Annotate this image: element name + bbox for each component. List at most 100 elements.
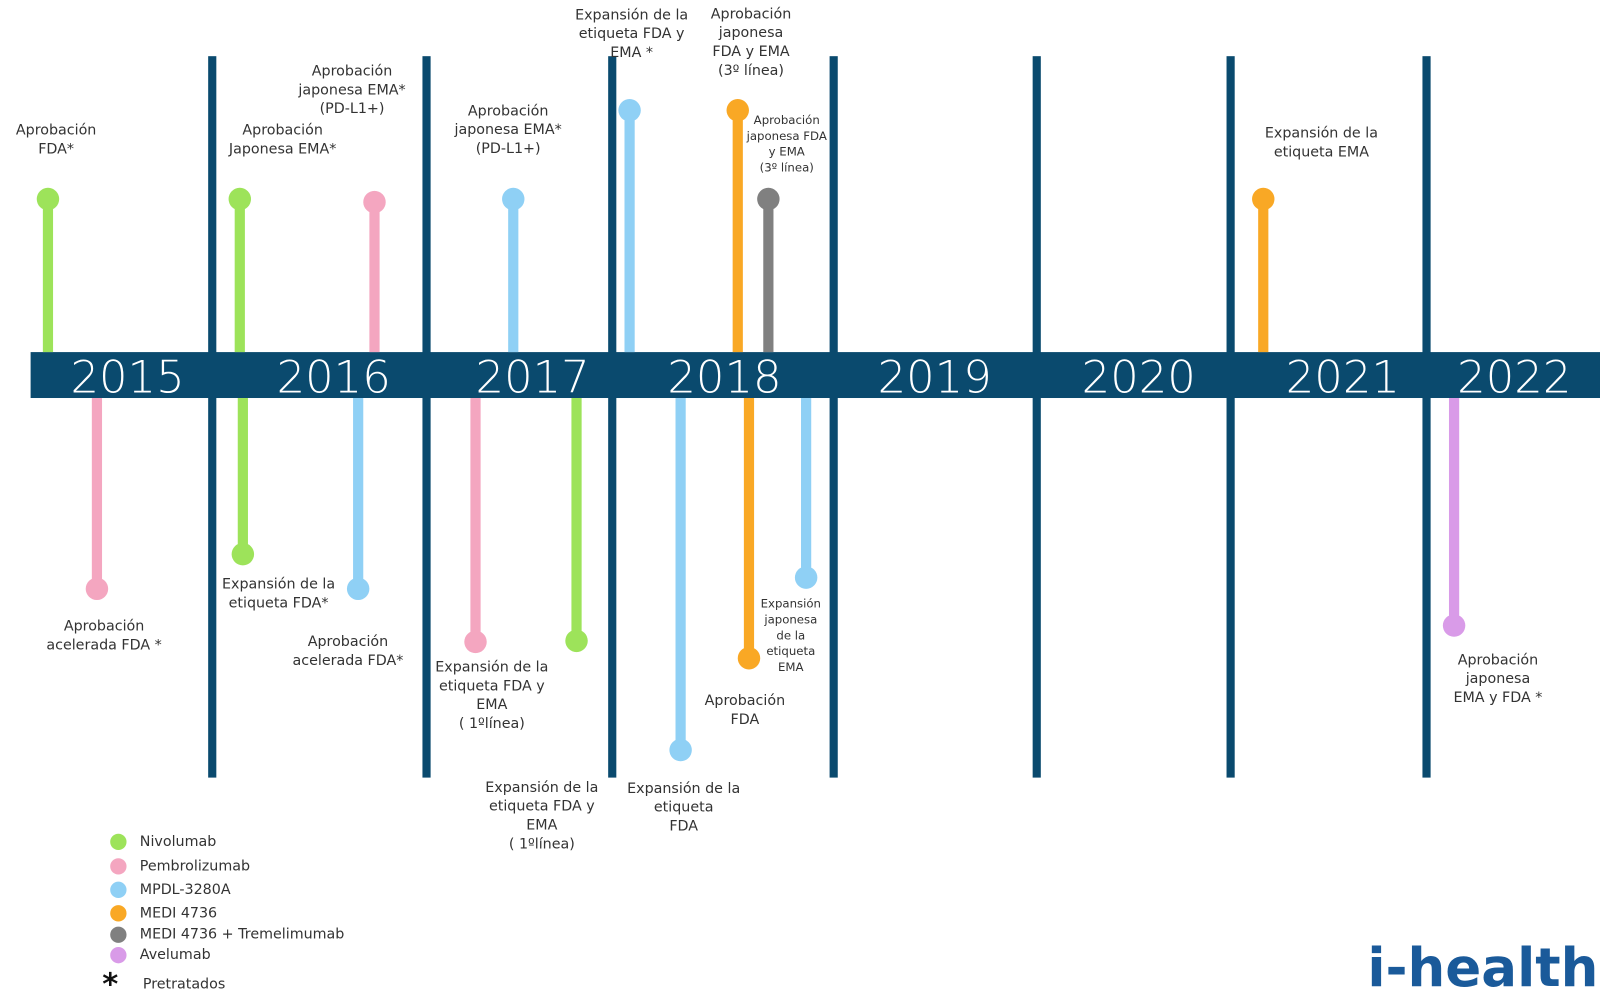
event-stem bbox=[763, 199, 774, 353]
event-label: Aprobación bbox=[312, 63, 392, 79]
event-label: Aprobación bbox=[468, 103, 548, 119]
event-stem bbox=[91, 398, 103, 589]
event-dot bbox=[228, 187, 252, 211]
legend-swatch bbox=[110, 881, 127, 899]
event-stem bbox=[508, 199, 519, 353]
event-label: etiqueta FDA y bbox=[489, 799, 595, 815]
event-label: y EMA bbox=[769, 145, 805, 159]
event-stem bbox=[369, 202, 380, 353]
event-label: FDA* bbox=[38, 142, 74, 158]
event-label: EMA bbox=[526, 818, 557, 834]
event-label: japonesa FDA bbox=[746, 129, 827, 143]
event-stem bbox=[237, 398, 248, 555]
legend-label: MPDL-3280A bbox=[140, 882, 231, 898]
year-separator bbox=[1226, 56, 1235, 778]
event-dot bbox=[757, 187, 780, 211]
event-label: de la bbox=[776, 628, 805, 642]
event-label: ( 1ºlínea) bbox=[509, 836, 575, 852]
event-label: (PD-L1+) bbox=[476, 141, 541, 157]
footnote-text: Pretratados bbox=[143, 977, 225, 993]
year-separator bbox=[422, 56, 431, 778]
event-label: (3º línea) bbox=[760, 160, 814, 174]
event-label: japonesa EMA* bbox=[297, 82, 405, 98]
year-label: 2020 bbox=[1082, 351, 1196, 404]
event-label: Aprobación bbox=[1458, 652, 1538, 668]
event-dot bbox=[231, 542, 255, 566]
event-dot bbox=[669, 738, 692, 762]
event-label: etiqueta FDA y bbox=[579, 26, 685, 42]
event-label: EMA bbox=[476, 697, 507, 713]
event-label: etiqueta EMA bbox=[1274, 145, 1369, 161]
event-label: japonesa EMA* bbox=[454, 122, 562, 138]
event-label: Aprobación bbox=[16, 123, 96, 139]
event-dot bbox=[1252, 187, 1275, 211]
event-dot bbox=[346, 577, 370, 601]
event-dot bbox=[565, 629, 588, 653]
legend-label: Pembrolizumab bbox=[140, 858, 250, 874]
footnote-symbol: * bbox=[102, 967, 118, 995]
event-dot bbox=[1442, 614, 1466, 637]
event-label: Aprobación bbox=[308, 634, 388, 650]
event-dot bbox=[794, 566, 818, 589]
legend-label: MEDI 4736 + Tremelimumab bbox=[140, 927, 345, 943]
legend-label: Nivolumab bbox=[140, 834, 217, 850]
event-stem bbox=[42, 199, 54, 353]
year-label: 2019 bbox=[878, 351, 992, 404]
event-label: japonesa bbox=[718, 25, 783, 41]
legend-swatch bbox=[110, 833, 127, 851]
event-dot bbox=[85, 577, 109, 601]
year-separator bbox=[608, 56, 617, 778]
event-label: EMA y FDA * bbox=[1453, 690, 1542, 706]
event-label: FDA bbox=[731, 712, 760, 728]
event-stem bbox=[743, 398, 755, 659]
event-label: Expansión de la bbox=[1265, 126, 1378, 142]
event-label: Expansión bbox=[761, 597, 821, 611]
event-stem bbox=[571, 398, 582, 641]
event-label: Aprobación bbox=[711, 6, 791, 22]
event-dot bbox=[464, 630, 487, 654]
event-label: (PD-L1+) bbox=[320, 101, 385, 117]
event-label: japonesa bbox=[1465, 671, 1530, 687]
event-dot bbox=[726, 99, 749, 122]
event-label: Japonesa EMA* bbox=[228, 142, 336, 158]
event-stem bbox=[1448, 398, 1460, 626]
legend-label: MEDI 4736 bbox=[140, 905, 217, 921]
logo: i-health bbox=[1367, 937, 1598, 995]
event-label: acelerada FDA * bbox=[46, 637, 161, 653]
event-label: EMA bbox=[778, 660, 804, 674]
event-stem bbox=[624, 110, 635, 353]
year-separator bbox=[1422, 56, 1431, 778]
event-label: acelerada FDA* bbox=[293, 653, 404, 669]
event-label: Expansión de la bbox=[485, 780, 598, 796]
legend-swatch bbox=[110, 946, 127, 964]
year-label: 2016 bbox=[277, 351, 391, 404]
event-dot bbox=[618, 99, 641, 122]
year-label: 2015 bbox=[70, 351, 184, 404]
event-label: Aprobación bbox=[64, 619, 144, 635]
event-label: Aprobación bbox=[754, 113, 820, 127]
event-label: etiqueta bbox=[766, 644, 815, 658]
event-label: Expansión de la bbox=[222, 577, 335, 593]
year-separator bbox=[208, 56, 217, 778]
event-label: Expansión de la bbox=[575, 7, 688, 23]
year-separator bbox=[829, 56, 838, 778]
event-label: etiqueta FDA y bbox=[439, 678, 545, 694]
year-label: 2017 bbox=[476, 351, 590, 404]
event-label: FDA bbox=[669, 819, 698, 835]
year-label: 2018 bbox=[667, 351, 781, 404]
year-label: 2021 bbox=[1286, 351, 1400, 404]
event-stem bbox=[353, 398, 364, 589]
event-dot bbox=[737, 646, 761, 670]
year-label: 2022 bbox=[1457, 351, 1571, 404]
event-stem bbox=[470, 398, 481, 642]
event-label: EMA * bbox=[610, 45, 653, 61]
event-stem bbox=[675, 398, 686, 751]
event-label: Aprobación bbox=[242, 123, 322, 139]
event-label: FDA y EMA bbox=[712, 44, 790, 60]
event-label: (3º línea) bbox=[718, 63, 784, 79]
legend-swatch bbox=[110, 858, 127, 875]
event-stem bbox=[801, 398, 812, 578]
event-dot bbox=[363, 190, 386, 214]
